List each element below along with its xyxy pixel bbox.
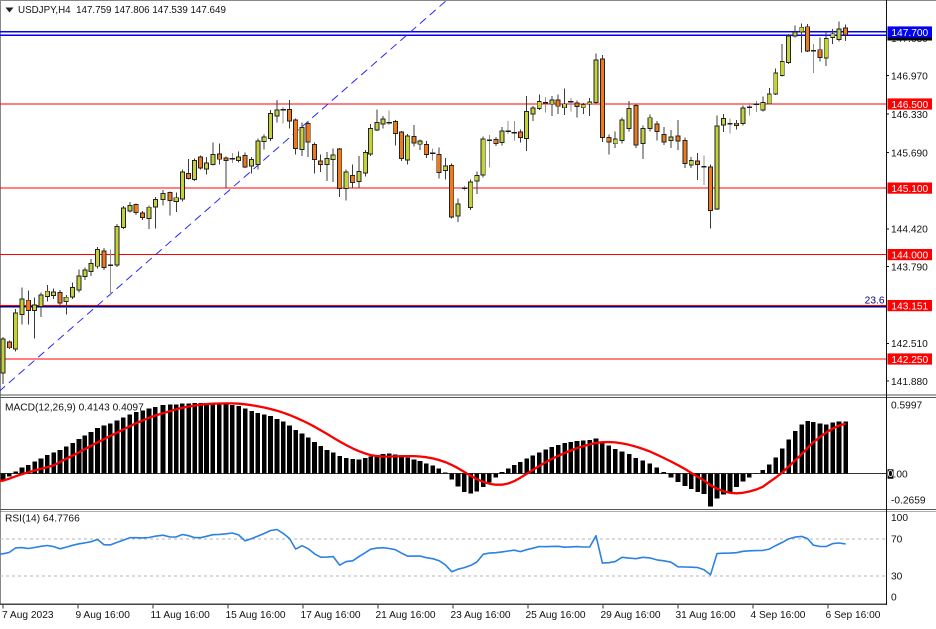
svg-text:29 Aug 16:00: 29 Aug 16:00 (601, 610, 661, 621)
svg-text:31 Aug 16:00: 31 Aug 16:00 (676, 610, 736, 621)
svg-text:23.6: 23.6 (865, 296, 885, 307)
svg-text:142.510: 142.510 (891, 339, 928, 350)
svg-text:-0.2659: -0.2659 (891, 496, 926, 507)
svg-text:.00: .00 (894, 469, 908, 480)
svg-text:9 Aug 16:00: 9 Aug 16:00 (76, 610, 131, 621)
svg-text:144.000: 144.000 (891, 250, 928, 261)
svg-text:0: 0 (891, 593, 897, 604)
svg-text:4 Sep 16:00: 4 Sep 16:00 (751, 610, 806, 621)
svg-text:147.700: 147.700 (891, 28, 928, 39)
svg-text:21 Aug 16:00: 21 Aug 16:00 (376, 610, 436, 621)
svg-text:USDJPY,H4 147.759 147.806 147: USDJPY,H4 147.759 147.806 147.539 147.64… (18, 5, 226, 16)
svg-text:MACD(12,26,9) 0.4143 0.4097: MACD(12,26,9) 0.4143 0.4097 (5, 402, 144, 413)
svg-text:142.250: 142.250 (891, 355, 928, 366)
svg-text:70: 70 (891, 535, 903, 546)
svg-text:141.880: 141.880 (891, 377, 928, 388)
svg-text:25 Aug 16:00: 25 Aug 16:00 (526, 610, 586, 621)
svg-text:7 Aug 2023: 7 Aug 2023 (2, 610, 54, 621)
svg-text:11 Aug 16:00: 11 Aug 16:00 (151, 610, 211, 621)
svg-text:146.330: 146.330 (891, 110, 928, 121)
svg-text:145.100: 145.100 (891, 184, 928, 195)
svg-text:145.690: 145.690 (891, 148, 928, 159)
svg-text:15 Aug 16:00: 15 Aug 16:00 (226, 610, 286, 621)
svg-text:146.970: 146.970 (891, 71, 928, 82)
svg-text:RSI(14) 64.7766: RSI(14) 64.7766 (5, 513, 80, 524)
svg-text:23 Aug 16:00: 23 Aug 16:00 (451, 610, 511, 621)
svg-text:143.790: 143.790 (891, 262, 928, 273)
svg-text:144.420: 144.420 (891, 225, 928, 236)
svg-text:0: 0 (888, 469, 894, 480)
svg-text:30: 30 (891, 572, 903, 583)
svg-text:146.500: 146.500 (891, 100, 928, 111)
svg-text:0.5997: 0.5997 (891, 401, 922, 412)
svg-text:6 Sep 16:00: 6 Sep 16:00 (826, 610, 881, 621)
svg-text:143.151: 143.151 (891, 301, 928, 312)
svg-text:17 Aug 16:00: 17 Aug 16:00 (301, 610, 361, 621)
svg-text:100: 100 (891, 513, 908, 524)
